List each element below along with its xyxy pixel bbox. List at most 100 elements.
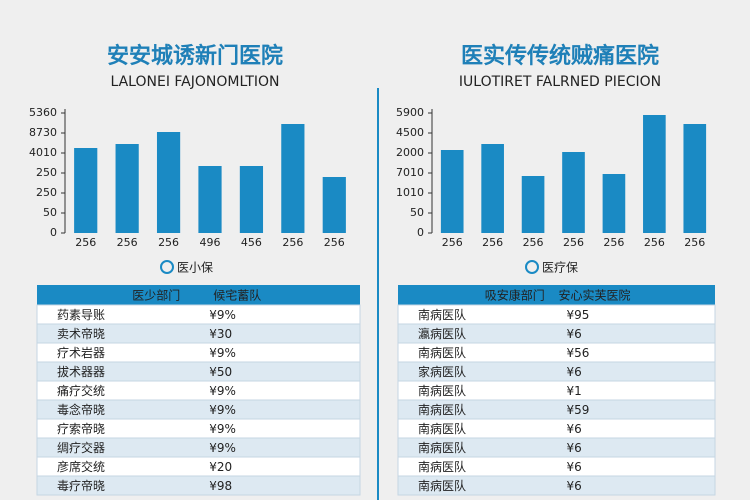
row-cell: 瀛病医队 (418, 326, 466, 341)
row-cell: ¥56 (567, 346, 590, 360)
bar (481, 144, 504, 233)
bar (602, 174, 626, 233)
row-cell: 毒疗帝晓 (57, 478, 105, 493)
row-cell: ¥6 (567, 441, 582, 455)
x-tick-label: 256 (563, 236, 584, 249)
bar (683, 124, 707, 233)
bar (521, 176, 545, 233)
header-cell: 候宅蓄队 (213, 288, 261, 303)
x-tick-label: 256 (684, 236, 705, 249)
row-cell: ¥9% (209, 422, 236, 436)
y-tick-label: 50 (43, 206, 57, 219)
row-cell: ¥95 (567, 308, 590, 322)
row-cell: 南病医队 (418, 459, 466, 474)
row-cell: ¥30 (209, 327, 232, 341)
y-tick-label: 2000 (396, 146, 424, 159)
y-tick-label: 50 (410, 206, 424, 219)
table-header (37, 285, 360, 305)
x-tick-label: 256 (158, 236, 179, 249)
row-cell: 卖术帝晓 (57, 326, 105, 341)
chart-title: 安安城诱新门医院 (107, 43, 283, 69)
row-cell: ¥98 (209, 479, 232, 493)
row-cell: ¥9% (209, 308, 236, 322)
bar (643, 115, 666, 233)
y-tick-label: 5360 (29, 106, 57, 119)
table-row (36, 475, 361, 496)
row-cell: 南病医队 (418, 383, 466, 398)
row-cell: ¥9% (209, 346, 236, 360)
row-cell: ¥59 (567, 403, 590, 417)
chart-subtitle: LALONEI FAJONOMLTION (110, 74, 279, 90)
y-tick-label: 250 (36, 186, 57, 199)
y-tick-label: 5900 (396, 106, 424, 119)
row-cell: 南病医队 (418, 307, 466, 322)
row-cell: 南病医队 (418, 440, 466, 455)
y-tick-label: 1010 (396, 186, 424, 199)
legend-icon (160, 260, 174, 274)
row-cell: 南病医队 (418, 345, 466, 360)
row-cell: 南病医队 (418, 402, 466, 417)
legend-label: 医小保 (177, 261, 213, 275)
x-tick-label: 256 (75, 236, 96, 249)
x-tick-label: 256 (644, 236, 665, 249)
legend-icon (525, 260, 539, 274)
row-cell: ¥6 (567, 479, 582, 493)
header-cell: 吸安康部门 (485, 288, 545, 303)
bar (198, 166, 222, 233)
x-tick-label: 256 (523, 236, 544, 249)
y-tick-label: 0 (50, 226, 57, 239)
x-tick-label: 256 (442, 236, 463, 249)
table-row (397, 475, 716, 496)
row-cell: 毒念帝晓 (57, 402, 105, 417)
row-cell: 疗术岩器 (57, 345, 105, 360)
bar (440, 150, 464, 233)
x-tick-label: 256 (117, 236, 138, 249)
x-tick-label: 496 (200, 236, 221, 249)
row-cell: ¥9% (209, 384, 236, 398)
row-cell: ¥1 (567, 384, 582, 398)
row-cell: ¥6 (567, 422, 582, 436)
row-cell: 痛疗交统 (57, 383, 105, 398)
row-cell: ¥6 (567, 460, 582, 474)
bar (322, 177, 346, 233)
y-tick-label: 4010 (29, 146, 57, 159)
x-tick-label: 256 (482, 236, 503, 249)
bar (156, 132, 181, 233)
row-cell: ¥6 (567, 365, 582, 379)
y-tick-label: 7010 (396, 166, 424, 179)
x-tick-label: 456 (241, 236, 262, 249)
bar (74, 148, 98, 233)
row-cell: 拔术器器 (57, 364, 105, 379)
row-cell: 绸疗交器 (57, 440, 105, 455)
x-tick-label: 256 (282, 236, 303, 249)
y-tick-label: 250 (36, 166, 57, 179)
row-cell: ¥20 (209, 460, 232, 474)
row-cell: 疗索帝晓 (57, 421, 105, 436)
row-cell: ¥9% (209, 441, 236, 455)
x-tick-label: 256 (324, 236, 345, 249)
bar (239, 166, 264, 233)
row-cell: ¥9% (209, 403, 236, 417)
bar (115, 144, 139, 233)
header-cell: 医少部门 (132, 288, 180, 303)
y-tick-label: 0 (417, 226, 424, 239)
row-cell: 彦席交统 (57, 459, 105, 474)
row-cell: ¥6 (567, 327, 582, 341)
x-tick-label: 256 (603, 236, 624, 249)
row-cell: ¥50 (209, 365, 232, 379)
legend-label: 医疗保 (542, 261, 578, 275)
row-cell: 南病医队 (418, 478, 466, 493)
chart-subtitle: IULOTIRET FALRNED PIECION (459, 74, 661, 90)
bar (562, 152, 585, 233)
y-tick-label: 8730 (29, 126, 57, 139)
row-cell: 南病医队 (418, 421, 466, 436)
table-header (398, 285, 715, 305)
header-cell: 安心实芙医院 (559, 288, 631, 303)
row-cell: 药素导账 (57, 308, 105, 322)
chart-title: 医实传传统贼痛医院 (461, 43, 659, 69)
y-tick-label: 4500 (396, 126, 424, 139)
row-cell: 家病医队 (418, 364, 466, 379)
bar (281, 124, 305, 233)
